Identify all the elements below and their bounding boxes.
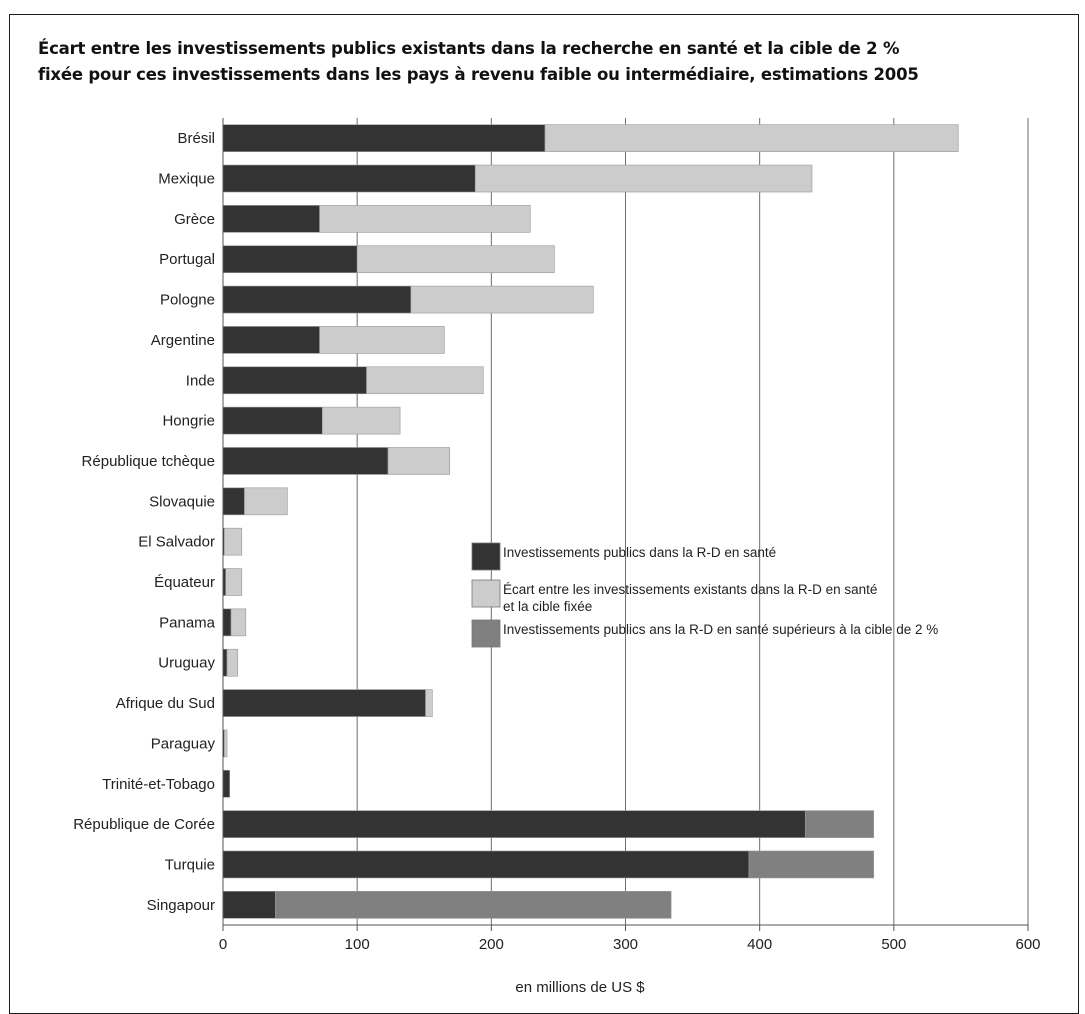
bar-segment-s1 xyxy=(387,447,451,475)
bar-segment-s0 xyxy=(222,326,320,354)
bar-segment-s0 xyxy=(222,447,389,475)
bar-segment-s1 xyxy=(225,568,243,596)
grid-lines xyxy=(356,118,1029,925)
bar-segment-s1 xyxy=(226,648,239,677)
x-tick-label: 400 xyxy=(747,936,772,953)
bar-segment-s1 xyxy=(425,689,433,717)
bar-segment-s2 xyxy=(804,810,875,838)
bar-segment-s2 xyxy=(275,891,672,919)
category-label: Grèce xyxy=(174,211,215,228)
category-label: Équateur xyxy=(154,574,215,591)
bar-segment-s0 xyxy=(222,769,231,798)
bar-segment-s1 xyxy=(356,245,555,274)
bars xyxy=(222,124,959,919)
bar-segment-s1 xyxy=(230,608,247,637)
bar-segment-s0 xyxy=(222,245,358,274)
category-label: Mexique xyxy=(158,171,215,188)
legend-swatch-2 xyxy=(471,619,501,648)
bar-segment-s0 xyxy=(222,285,412,314)
legend-swatch-1 xyxy=(471,579,501,608)
category-labels: Brésil Mexique Grèce Portugal Pologne Argenti… xyxy=(73,130,215,914)
bar-segment-s0 xyxy=(222,810,806,838)
category-label: Turquie xyxy=(165,856,215,873)
chart-title: Écart entre les investissements publics … xyxy=(38,36,1078,88)
legend-label-1: Écart entre les investissements existant… xyxy=(503,582,877,597)
category-label: Brésil xyxy=(177,130,215,147)
chart-title-line-1: Écart entre les investissements publics … xyxy=(38,39,900,58)
category-label: Panama xyxy=(159,614,216,631)
legend-label-1: et la cible fixée xyxy=(503,599,592,614)
bar-segment-s0 xyxy=(222,689,426,717)
legend-label-2: Investissements publics ans la R-D en sa… xyxy=(503,622,938,637)
bar-segment-s0 xyxy=(222,164,476,193)
bar-segment-s0 xyxy=(222,124,546,152)
category-label: Paraguay xyxy=(151,735,216,752)
x-axis: 0 100 200 300 400 500 600 en millions de US $ xyxy=(219,118,1041,996)
bar-segment-s0 xyxy=(222,891,276,919)
category-label: Uruguay xyxy=(158,655,215,672)
bar-segment-s0 xyxy=(222,366,367,395)
bar-segment-s1 xyxy=(224,729,228,758)
category-label: République tchèque xyxy=(82,453,215,470)
bar-segment-s0 xyxy=(222,850,750,879)
x-tick-label: 300 xyxy=(613,936,638,953)
category-label: Afrique du Sud xyxy=(116,695,215,712)
category-label: Inde xyxy=(186,372,215,389)
chart-title-line-2: fixée pour ces investissements dans les … xyxy=(38,65,919,84)
bar-segment-s1 xyxy=(410,285,594,314)
bar-segment-s1 xyxy=(544,124,959,152)
category-label: El Salvador xyxy=(138,534,215,551)
category-label: Hongrie xyxy=(162,413,215,430)
x-tick-label: 200 xyxy=(479,936,504,953)
legend: Investissements publics dans la R-D en s… xyxy=(471,542,938,648)
bar-segment-s0 xyxy=(222,608,232,637)
category-label: Pologne xyxy=(160,292,215,309)
bar-segment-s1 xyxy=(366,366,484,395)
category-label: République de Corée xyxy=(73,816,215,833)
bar-segment-s1 xyxy=(321,406,401,435)
x-tick-label: 600 xyxy=(1015,936,1040,953)
bar-segment-s1 xyxy=(244,487,288,516)
category-label: Portugal xyxy=(159,251,215,268)
category-label: Slovaquie xyxy=(149,493,215,510)
category-label: Singapour xyxy=(147,897,215,914)
x-tick-label: 0 xyxy=(219,936,227,953)
bar-segment-s1 xyxy=(319,326,445,354)
bar-segment-s0 xyxy=(222,487,245,516)
x-tick-label: 100 xyxy=(345,936,370,953)
bar-segment-s0 xyxy=(222,406,323,435)
bar-segment-s1 xyxy=(319,205,531,233)
x-tick-label: 500 xyxy=(881,936,906,953)
x-axis-title: en millions de US $ xyxy=(515,979,645,996)
bar-segment-s2 xyxy=(748,850,875,879)
legend-label-0: Investissements publics dans la R-D en s… xyxy=(503,545,776,560)
bar-segment-s0 xyxy=(222,205,320,233)
category-label: Trinité-et-Tobago xyxy=(102,776,215,793)
category-label: Argentine xyxy=(151,332,215,349)
bar-segment-s1 xyxy=(474,164,813,193)
legend-swatch-0 xyxy=(471,542,501,571)
bar-segment-s0 xyxy=(222,648,228,677)
bar-segment-s1 xyxy=(224,527,243,556)
